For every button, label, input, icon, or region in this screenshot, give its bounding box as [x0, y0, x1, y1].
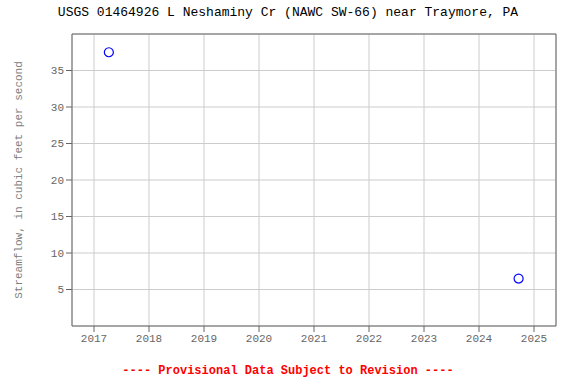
svg-text:2025: 2025	[521, 333, 547, 345]
svg-text:2022: 2022	[356, 333, 382, 345]
svg-text:2020: 2020	[246, 333, 272, 345]
svg-text:30: 30	[51, 102, 64, 114]
svg-text:15: 15	[51, 211, 64, 223]
svg-text:2017: 2017	[81, 333, 107, 345]
svg-text:2018: 2018	[136, 333, 162, 345]
svg-text:Streamflow, in cubic feet per: Streamflow, in cubic feet per second	[13, 61, 25, 299]
svg-text:2021: 2021	[301, 333, 328, 345]
svg-text:5: 5	[57, 284, 64, 296]
svg-text:2024: 2024	[466, 333, 493, 345]
svg-text:25: 25	[51, 138, 64, 150]
html-text:USGS 01464926 L Neshaminy Cr (: USGS 01464926 L Neshaminy Cr (NAWC SW-66…	[57, 5, 519, 20]
svg-text:2023: 2023	[411, 333, 437, 345]
svg-text:2019: 2019	[191, 333, 217, 345]
svg-text:20: 20	[51, 175, 64, 187]
svg-text:35: 35	[51, 65, 64, 77]
html-text:---- Provisional Data Subject: ---- Provisional Data Subject to Revisio…	[122, 364, 454, 378]
svg-text:10: 10	[51, 248, 64, 260]
